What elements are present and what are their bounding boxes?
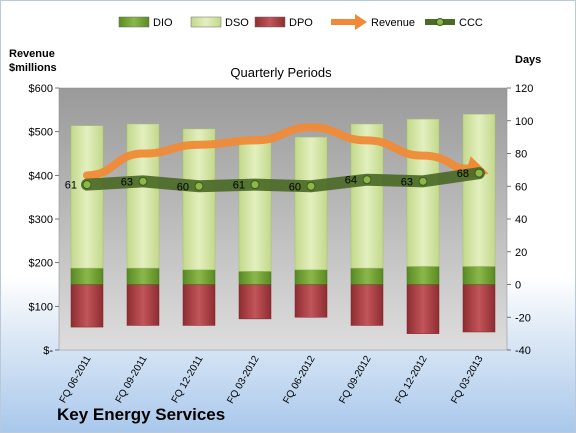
ccc-data-label: 61 xyxy=(233,180,245,192)
dpo-bar xyxy=(350,284,384,326)
ccc-point xyxy=(82,180,92,190)
chart-title: Quarterly Periods xyxy=(230,65,332,80)
dio-bar xyxy=(70,267,104,285)
left-axis-label-line1: Revenue xyxy=(9,48,55,60)
ccc-point xyxy=(138,176,148,186)
dio-bar xyxy=(350,267,384,285)
legend-label-dpo: DPO xyxy=(289,17,313,29)
dpo-bar xyxy=(294,284,328,318)
legend-label-revenue: Revenue xyxy=(371,17,415,29)
x-tick-label: FQ 09-2011 xyxy=(114,354,150,405)
ccc-data-label: 68 xyxy=(457,168,469,180)
ccc-line xyxy=(81,167,485,193)
right-tick-label: 60 xyxy=(515,181,527,193)
x-tick-label: FQ 12-2012 xyxy=(393,354,429,406)
legend-swatch-dso xyxy=(190,16,222,28)
dio-bar xyxy=(462,266,496,285)
dso-bar xyxy=(294,136,328,271)
legend-swatch-dio xyxy=(118,16,150,28)
ccc-data-label: 63 xyxy=(121,176,133,188)
dso-bar xyxy=(70,125,104,269)
right-axis: -40 -20 0 20 40 60 80 100 120 xyxy=(507,83,533,357)
dpo-bar xyxy=(182,284,216,326)
dpo-bar xyxy=(126,284,160,326)
right-axis-label: Days xyxy=(515,54,541,66)
dso-bar xyxy=(182,128,216,271)
ccc-point xyxy=(306,181,316,191)
left-tick-label: $400 xyxy=(29,170,53,182)
left-tick-label: $100 xyxy=(29,301,53,313)
ccc-data-label: 64 xyxy=(345,175,357,187)
legend-arrowhead-revenue xyxy=(355,14,367,30)
left-tick-label: $300 xyxy=(29,214,53,226)
ccc-series: 61 63 60 61 60 64 63 68 xyxy=(65,167,485,193)
dio-bar xyxy=(126,267,160,285)
dso-bar xyxy=(238,136,272,272)
legend-label-dso: DSO xyxy=(225,17,249,29)
x-tick-label: FQ 09-2012 xyxy=(337,354,373,406)
dso-bar xyxy=(406,118,440,267)
bars xyxy=(70,113,496,334)
dpo-bar xyxy=(462,284,496,333)
ccc-point xyxy=(250,180,260,190)
ccc-point xyxy=(418,176,428,186)
revenue-line xyxy=(83,123,474,180)
ccc-data-label: 63 xyxy=(401,176,413,188)
dio-bar xyxy=(238,271,272,285)
right-tick-label: -20 xyxy=(515,312,531,324)
ccc-data-label: 60 xyxy=(289,181,301,193)
ccc-point xyxy=(474,168,484,178)
right-tick-label: 120 xyxy=(515,83,533,95)
dso-bar xyxy=(350,123,384,269)
x-tick-label: FQ 12-2011 xyxy=(170,354,206,405)
x-tick-label: FQ 06-2011 xyxy=(58,354,94,405)
plot-area xyxy=(58,87,508,351)
legend-label-dio: DIO xyxy=(153,17,173,29)
right-tick-label: 0 xyxy=(515,280,521,292)
x-tick-label: FQ 06-2012 xyxy=(281,354,317,406)
ccc-point xyxy=(194,181,204,191)
ccc-data-label: 61 xyxy=(65,180,77,192)
dpo-bar xyxy=(238,284,272,320)
company-name: Key Energy Services xyxy=(57,405,226,424)
legend: DIO DSO DPO Revenue CCC xyxy=(118,14,483,30)
dio-bar xyxy=(294,269,328,285)
left-tick-label: $200 xyxy=(29,258,53,270)
dso-bar xyxy=(126,123,160,269)
x-tick-label: FQ 03-2012 xyxy=(225,354,261,406)
x-axis: FQ 06-2011 FQ 09-2011 FQ 12-2011 FQ 03-2012… xyxy=(58,354,486,406)
left-tick-label: $500 xyxy=(29,127,53,139)
legend-swatch-dpo xyxy=(254,16,286,28)
left-tick-label: $600 xyxy=(29,83,53,95)
right-tick-label: 20 xyxy=(515,247,527,259)
dso-bar xyxy=(462,113,496,267)
dpo-bar xyxy=(70,284,104,328)
right-tick-label: -40 xyxy=(515,345,531,357)
right-tick-label: 80 xyxy=(515,149,527,161)
dpo-bar xyxy=(406,284,440,334)
ccc-point xyxy=(362,175,372,185)
left-axis: $- $100 $200 $300 $400 $500 $600 xyxy=(29,83,59,357)
right-tick-label: 40 xyxy=(515,214,527,226)
x-tick-label: FQ 03-2013 xyxy=(449,354,485,406)
dio-bar xyxy=(182,269,216,285)
legend-label-ccc: CCC xyxy=(459,17,483,29)
left-tick-label: $- xyxy=(43,345,53,357)
legend-marker-ccc xyxy=(436,18,444,26)
ccc-data-label: 60 xyxy=(177,181,189,193)
right-tick-label: 100 xyxy=(515,116,533,128)
left-axis-label-line2: $millions xyxy=(9,62,57,74)
dio-bar xyxy=(406,266,440,285)
